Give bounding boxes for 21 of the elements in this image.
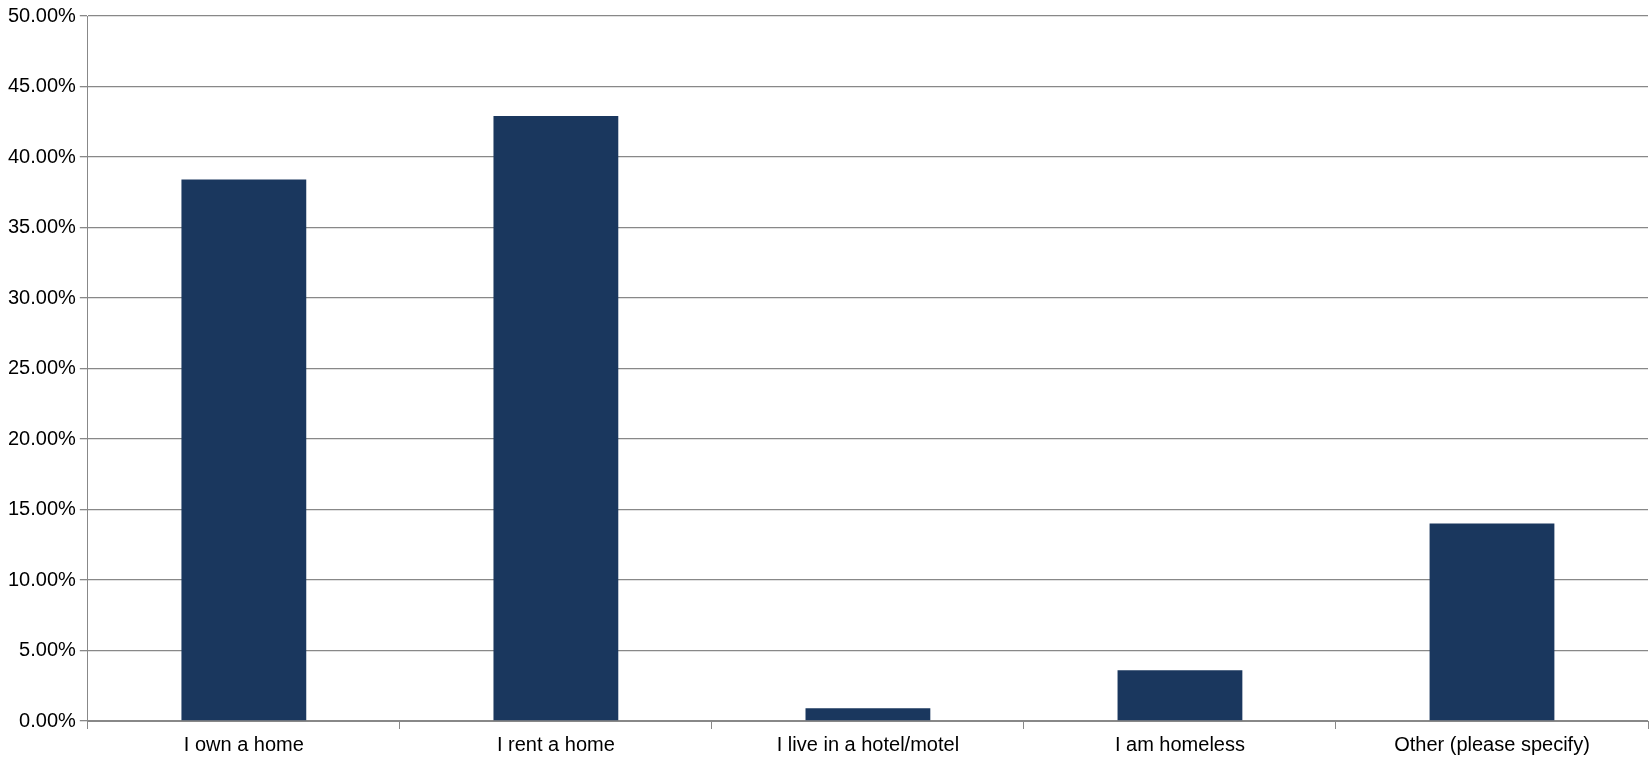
y-tick-label: 0.00%: [19, 708, 77, 731]
x-tick-label: I own a home: [183, 732, 304, 755]
y-tick-label: 35.00%: [7, 215, 77, 238]
bar: [1117, 670, 1243, 721]
y-tick-label: 25.00%: [7, 356, 77, 379]
x-tick-label: I am homeless: [1114, 732, 1245, 755]
bar: [181, 179, 307, 721]
bar: [1429, 523, 1555, 721]
y-tick-label: 5.00%: [19, 638, 77, 661]
y-tick-label: 40.00%: [7, 144, 77, 167]
y-tick-label: 45.00%: [7, 74, 77, 97]
x-tick-label: I rent a home: [496, 732, 615, 755]
y-tick-label: 20.00%: [7, 426, 77, 449]
x-tick-label: Other (please specify): [1394, 732, 1590, 755]
y-tick-label: 10.00%: [7, 567, 77, 590]
x-tick-label: I live in a hotel/motel: [776, 732, 960, 755]
bar: [805, 708, 931, 721]
y-tick-label: 30.00%: [7, 285, 77, 308]
y-tick-label: 15.00%: [7, 497, 77, 520]
bar: [493, 116, 619, 721]
y-tick-label: 50.00%: [7, 3, 77, 26]
